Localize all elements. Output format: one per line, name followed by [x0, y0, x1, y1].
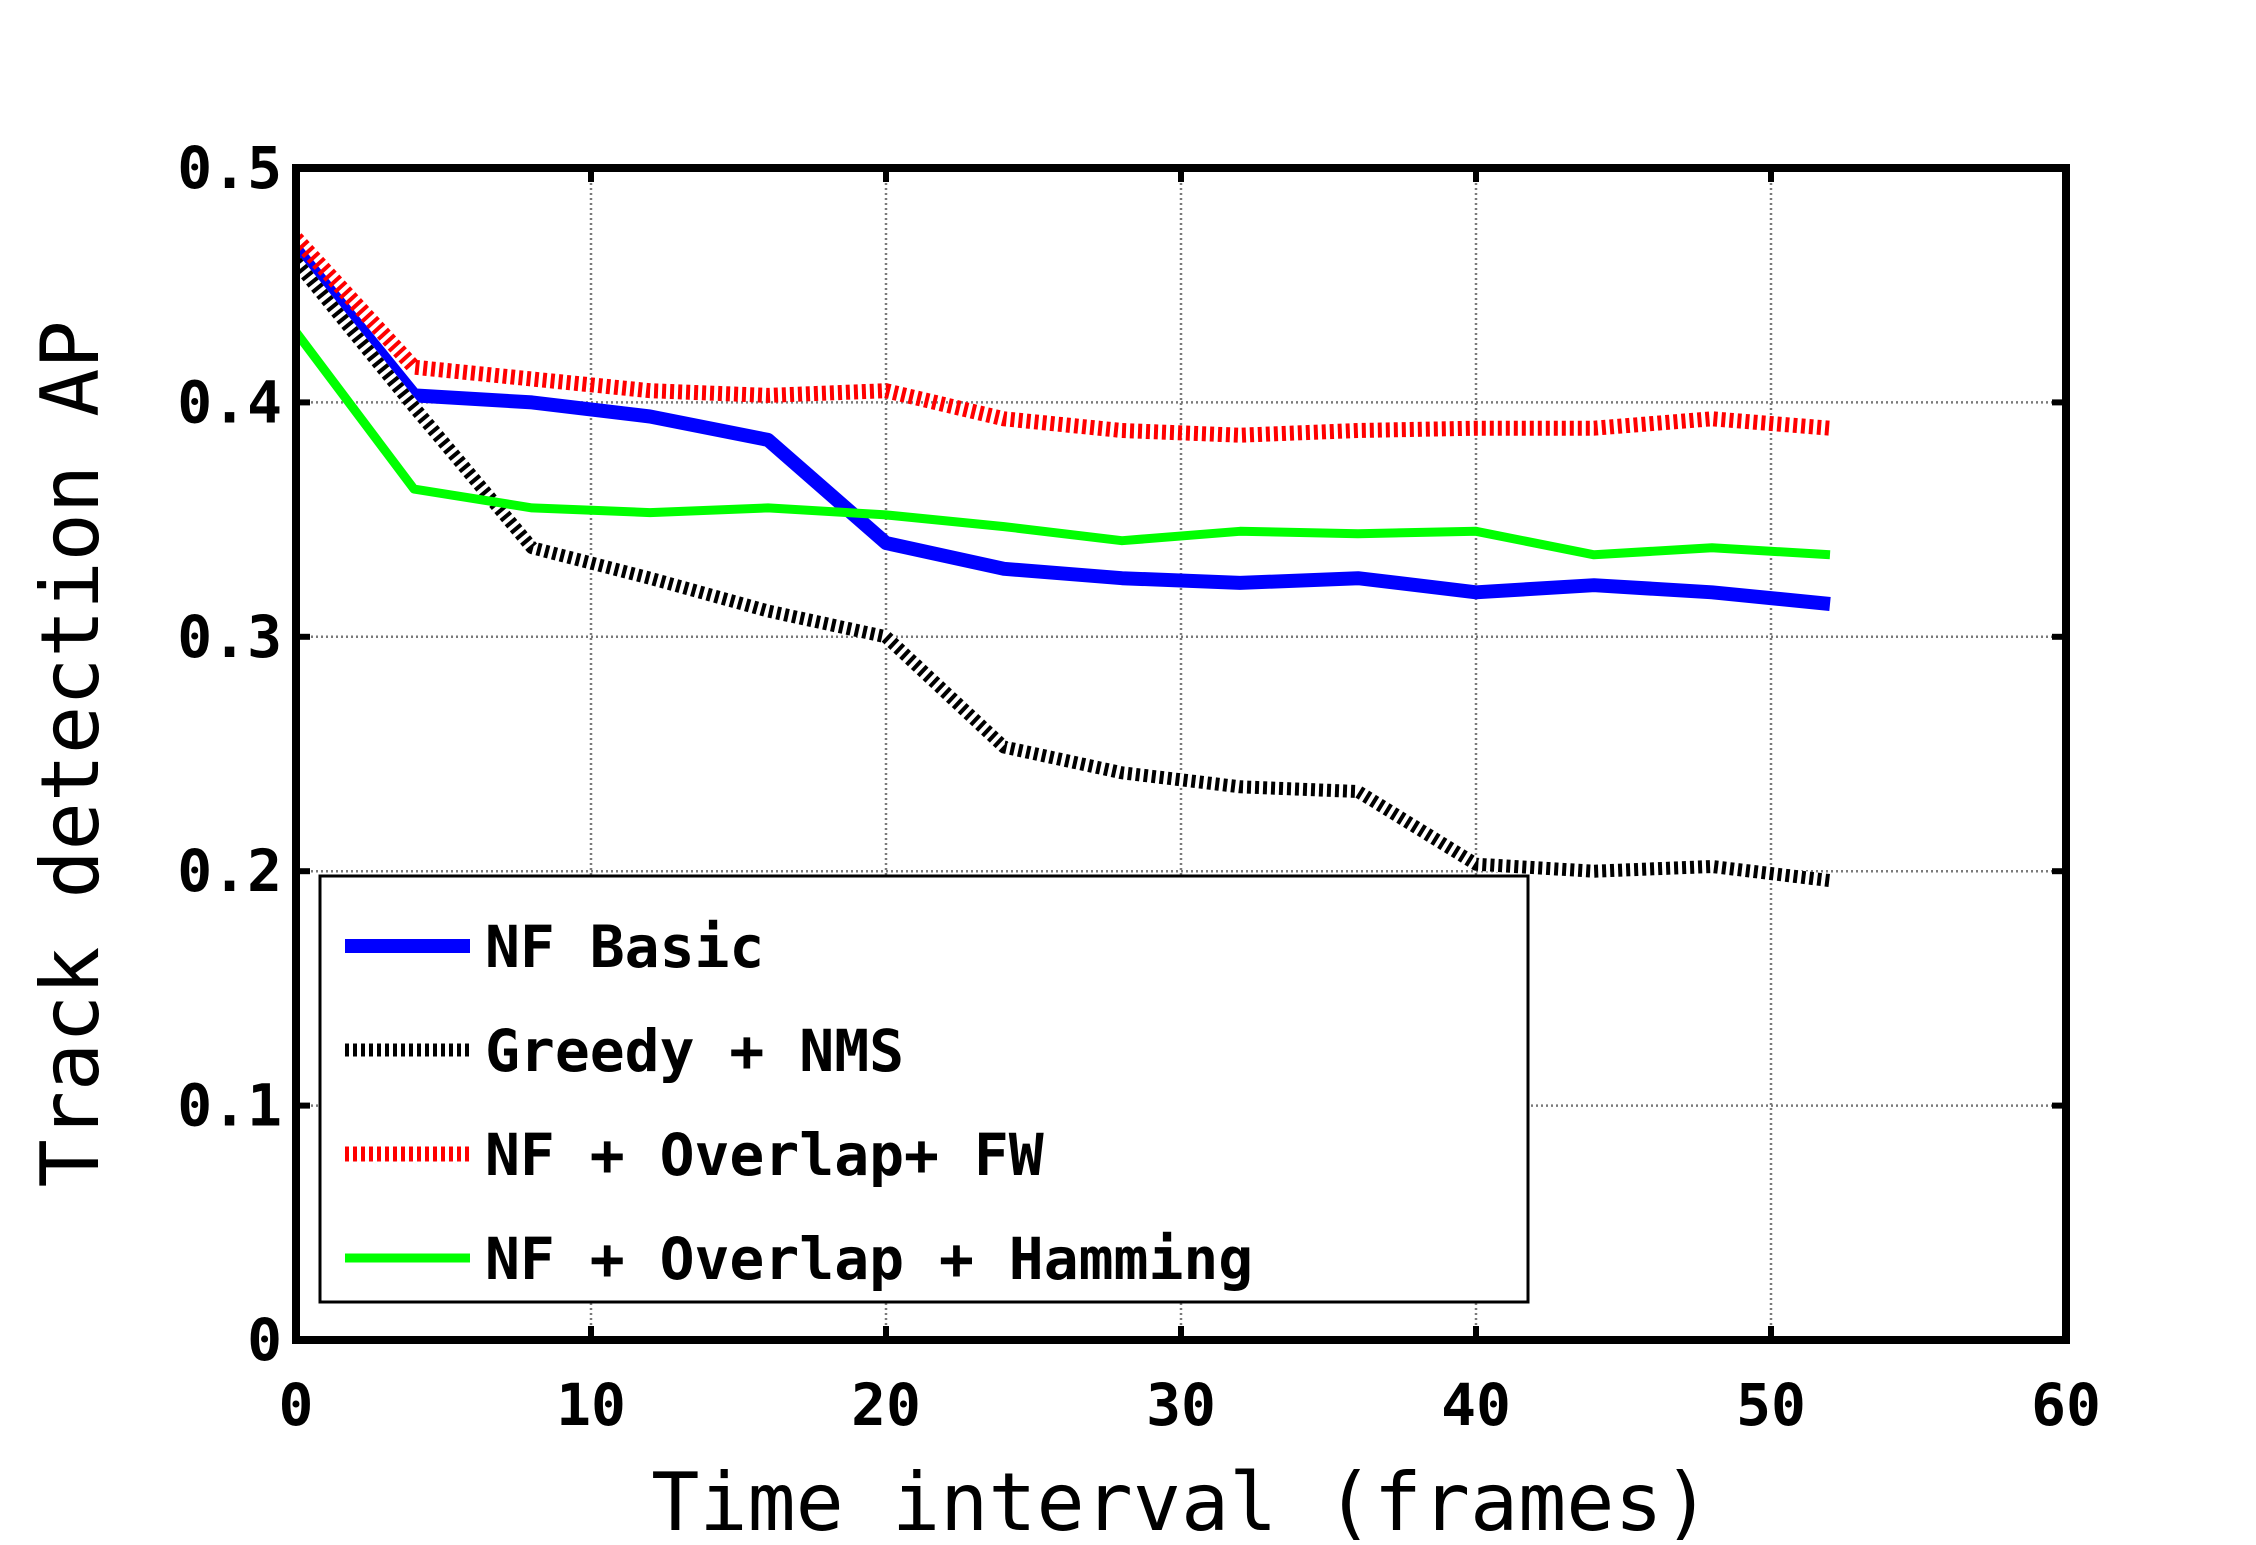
y-tick-label: 0: [247, 1306, 282, 1374]
x-tick-label: 40: [1441, 1371, 1511, 1439]
x-axis-label: Time interval (frames): [651, 1456, 1711, 1540]
y-tick-label: 0.2: [177, 837, 282, 905]
legend-box: [318, 874, 1530, 1304]
series-line-3: [296, 233, 1831, 443]
legend-label-2: Greedy + NMS: [485, 1017, 904, 1085]
x-tick-label: 60: [2031, 1371, 2101, 1439]
y-tick-label: 0.4: [177, 368, 282, 436]
series-line-underlay-2: [296, 257, 1831, 888]
ticks: 0 10 20 30 40 50 60 0 0.1 0.2 0.3 0.4 0.5: [177, 134, 2101, 1439]
x-tick-label: 20: [851, 1371, 921, 1439]
legend-label-3: NF + Overlap+ FW: [485, 1121, 1044, 1189]
legend: NF Basic Greedy + NMS NF + Overlap+ FW NF +…: [318, 874, 1530, 1304]
series-lines: [296, 233, 1831, 888]
y-tick-label: 0.1: [177, 1072, 282, 1140]
series-line-4: [296, 329, 1831, 560]
y-tick-label: 0.3: [177, 603, 282, 671]
x-tick-label: 50: [1736, 1371, 1806, 1439]
series-line-1: [296, 245, 1831, 611]
x-tick-label: 30: [1146, 1371, 1216, 1439]
y-tick-label: 0.5: [177, 134, 282, 202]
x-tick-label: 0: [279, 1371, 314, 1439]
y-axis-label: Track detection AP: [24, 321, 117, 1188]
legend-label-1: NF Basic: [485, 913, 764, 981]
legend-label-4: NF + Overlap + Hamming: [485, 1225, 1253, 1293]
x-tick-label: 10: [556, 1371, 626, 1439]
